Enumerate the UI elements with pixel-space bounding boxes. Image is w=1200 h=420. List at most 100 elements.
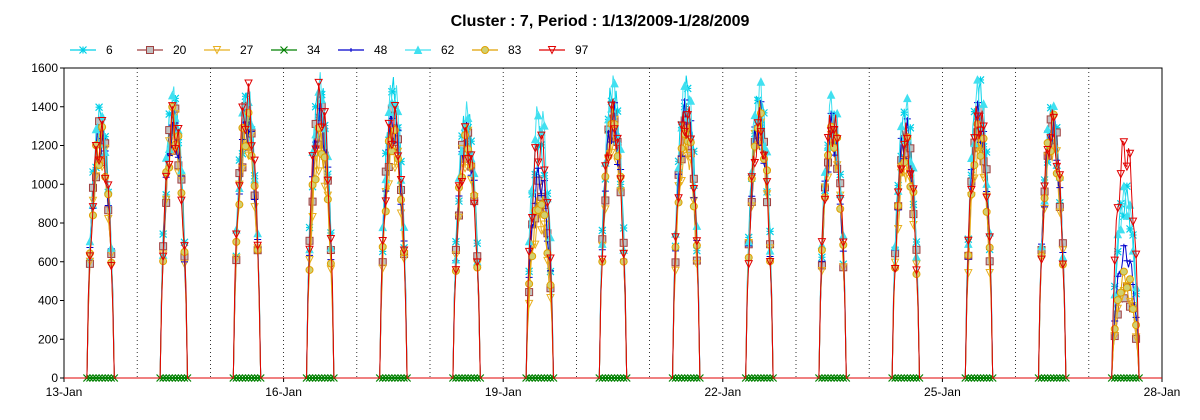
data-point [750, 159, 760, 168]
data-point [823, 133, 833, 143]
data-point [238, 103, 247, 113]
legend-marker [146, 46, 154, 54]
data-point [1116, 374, 1125, 382]
data-point [763, 198, 772, 207]
data-point [241, 125, 250, 135]
data-point [756, 128, 766, 137]
data-point [98, 374, 107, 382]
data-point [241, 374, 250, 382]
data-point [165, 110, 174, 118]
data-point [460, 123, 470, 132]
data-point [91, 124, 101, 134]
data-point [896, 121, 906, 131]
data-point [753, 374, 762, 382]
data-point [912, 266, 921, 276]
legend-label: 48 [374, 43, 388, 57]
data-point [747, 374, 756, 382]
data-point [546, 254, 555, 264]
data-point [757, 374, 765, 382]
data-point [399, 222, 409, 231]
data-point [399, 246, 409, 256]
data-point [387, 87, 396, 96]
data-point [619, 374, 628, 382]
x-tick-label: 28-Jan [1144, 385, 1181, 399]
data-point [384, 119, 394, 129]
data-point [323, 374, 332, 382]
data-point [1129, 305, 1138, 314]
data-point [530, 134, 540, 144]
data-point [1119, 138, 1129, 147]
data-point [167, 102, 177, 111]
data-point [381, 149, 390, 158]
data-point [613, 134, 622, 144]
legend-label: 27 [240, 43, 254, 57]
y-tick-label: 1400 [31, 100, 58, 114]
legend-item: 20 [137, 43, 187, 57]
data-point [546, 374, 555, 382]
data-point [546, 232, 555, 242]
data-point [747, 173, 757, 182]
data-point [616, 374, 625, 382]
data-point [533, 158, 543, 168]
data-point [88, 183, 97, 192]
data-point [397, 195, 406, 204]
data-point [1119, 212, 1128, 221]
y-tick-label: 400 [38, 294, 58, 308]
data-point [976, 126, 985, 136]
data-point [677, 374, 686, 382]
data-point [85, 252, 95, 262]
data-point [1052, 162, 1062, 172]
data-point [1125, 297, 1135, 307]
data-point [607, 374, 616, 382]
data-point [537, 193, 545, 198]
data-point [1055, 374, 1064, 382]
data-point [381, 207, 390, 216]
data-point [247, 142, 256, 151]
data-point [311, 145, 320, 155]
data-point [836, 204, 845, 213]
data-point [378, 237, 388, 246]
data-point [817, 238, 827, 247]
data-point [235, 156, 244, 165]
data-point [1131, 282, 1141, 292]
data-point [756, 77, 766, 86]
data-point [1116, 170, 1126, 179]
data-point [540, 211, 549, 220]
data-point [894, 374, 903, 382]
data-point [525, 374, 534, 382]
legend: 6 20 27 34 48 62 83 97 [70, 43, 589, 57]
x-tick-label: 25-Jan [924, 385, 961, 399]
data-point [241, 142, 250, 151]
data-point [378, 264, 388, 274]
data-point [317, 123, 327, 133]
data-point [818, 374, 826, 382]
series-34 [64, 374, 1162, 382]
data-point [824, 374, 832, 382]
data-point [970, 161, 979, 170]
data-point [378, 374, 387, 382]
data-point [1122, 211, 1132, 220]
data-point [180, 242, 189, 251]
data-point [534, 374, 543, 382]
data-point [680, 374, 689, 382]
data-point [979, 374, 988, 382]
legend-marker [481, 46, 489, 54]
data-point [528, 374, 537, 382]
data-point [1113, 204, 1123, 213]
data-point [750, 110, 760, 120]
data-point [527, 214, 537, 223]
data-point [241, 92, 250, 101]
data-point [982, 207, 991, 216]
x-tick-label: 13-Jan [46, 385, 83, 399]
y-tick-label: 1600 [31, 61, 58, 75]
data-point [467, 374, 476, 382]
data-point [390, 163, 400, 173]
data-point [964, 236, 973, 246]
data-point [1126, 259, 1134, 264]
data-point [320, 182, 330, 192]
legend-item: 62 [405, 43, 455, 57]
data-point [744, 236, 754, 246]
data-point [903, 374, 912, 382]
data-point [400, 374, 408, 382]
data-point [464, 374, 473, 382]
